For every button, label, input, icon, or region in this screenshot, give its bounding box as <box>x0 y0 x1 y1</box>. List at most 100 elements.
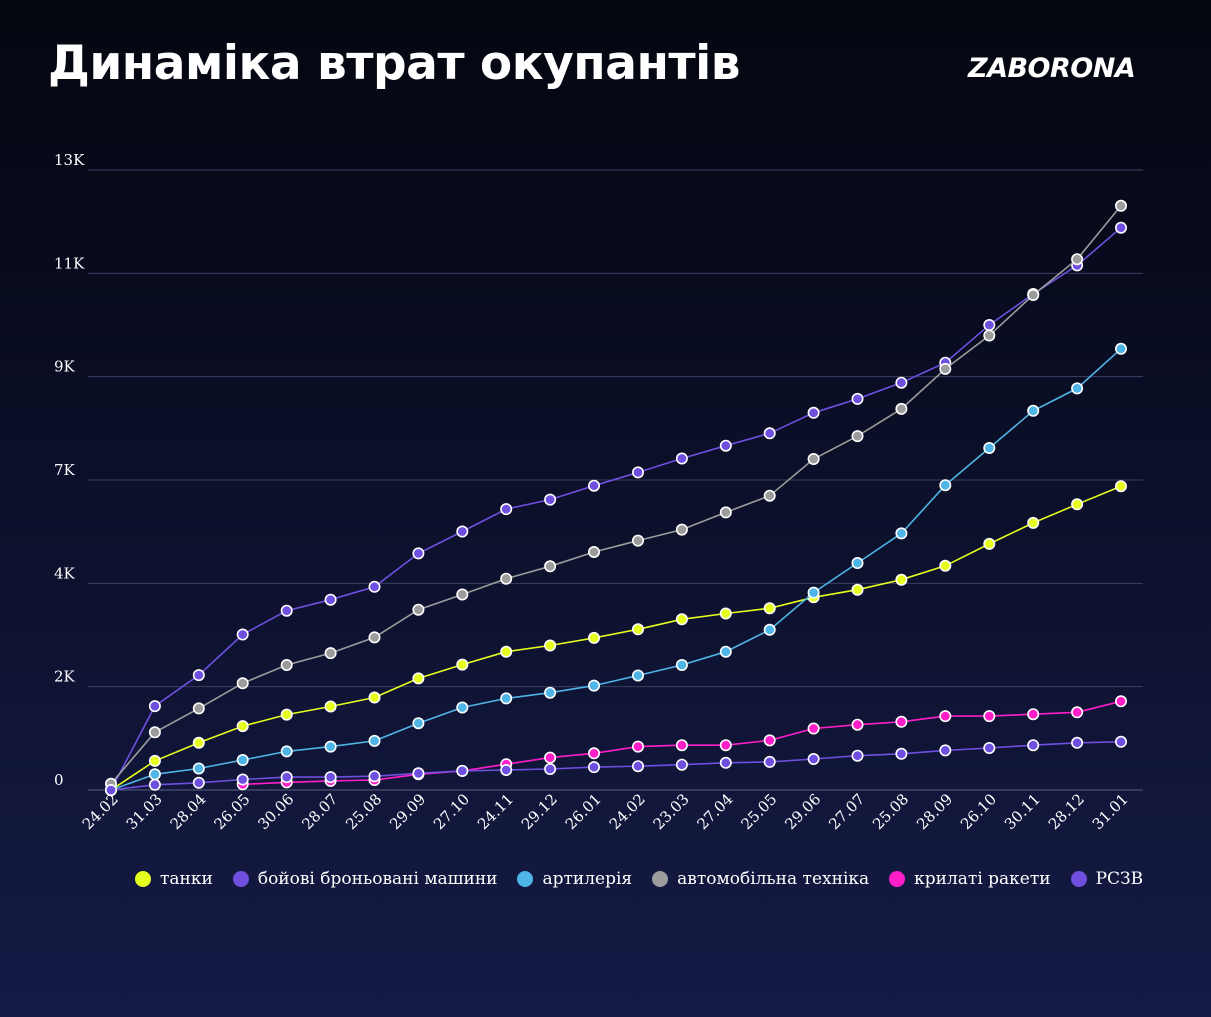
data-point <box>763 734 776 747</box>
legend-item: танки <box>135 869 213 889</box>
data-point <box>368 770 381 783</box>
data-point <box>939 559 952 572</box>
data-point <box>1115 221 1128 234</box>
data-point <box>105 783 118 796</box>
x-tick-label: 25.08 <box>342 790 385 833</box>
data-point <box>280 604 293 617</box>
data-point <box>763 427 776 440</box>
x-tick-label: 25.05 <box>737 790 780 833</box>
data-point <box>895 376 908 389</box>
data-point <box>983 741 996 754</box>
data-point <box>1115 695 1128 708</box>
data-point <box>983 318 996 331</box>
x-tick-label: 28.09 <box>913 790 956 833</box>
data-point <box>368 734 381 747</box>
legend-item: артилерія <box>517 869 632 889</box>
data-point <box>939 710 952 723</box>
data-point <box>719 645 732 658</box>
data-point <box>456 764 469 777</box>
data-point <box>895 747 908 760</box>
legend-marker <box>517 871 534 887</box>
y-tick-label: 11K <box>54 254 85 272</box>
data-point <box>719 756 732 769</box>
legend-label: артилерія <box>542 869 633 889</box>
legend-marker <box>232 871 249 887</box>
series-автомобільна техніка <box>105 199 1128 790</box>
data-point <box>324 593 337 606</box>
data-point <box>939 744 952 757</box>
data-point <box>148 778 161 791</box>
data-point <box>500 572 513 585</box>
data-point <box>324 700 337 713</box>
series-артилерія <box>105 342 1128 796</box>
legend-item: автомобільна техніка <box>652 869 869 889</box>
data-point <box>587 479 600 492</box>
data-point <box>631 760 644 773</box>
data-point <box>1071 382 1084 395</box>
data-point <box>675 613 688 626</box>
data-point <box>807 722 820 735</box>
data-point <box>280 658 293 671</box>
data-point <box>456 525 469 538</box>
legend-label: танки <box>160 869 213 889</box>
data-point <box>500 503 513 516</box>
x-tick-label: 29.12 <box>518 790 561 833</box>
data-point <box>983 329 996 342</box>
x-tick-label: 24.11 <box>474 790 517 833</box>
data-point <box>192 702 205 715</box>
data-point <box>192 776 205 789</box>
data-point <box>412 672 425 685</box>
series-line <box>110 227 1122 791</box>
data-point <box>587 545 600 558</box>
data-point <box>719 439 732 452</box>
data-point <box>412 717 425 730</box>
x-tick-label: 29.09 <box>386 790 429 833</box>
data-point <box>851 392 864 405</box>
x-tick-label: 27.07 <box>825 790 868 833</box>
data-point <box>1027 404 1040 417</box>
legend-marker <box>135 871 151 887</box>
data-point <box>763 489 776 502</box>
series-бойові броньовані машини <box>105 221 1128 796</box>
data-point <box>456 658 469 671</box>
data-point <box>983 441 996 454</box>
data-point <box>1027 739 1040 752</box>
data-point <box>631 534 644 547</box>
data-point <box>1071 498 1084 511</box>
x-tick-label: 28.12 <box>1045 790 1088 833</box>
x-tick-label: 29.06 <box>781 790 824 833</box>
data-point <box>192 736 205 749</box>
legend-marker <box>889 871 906 887</box>
data-point <box>148 768 161 781</box>
x-tick-label: 26.05 <box>210 790 253 833</box>
data-point <box>1115 199 1128 212</box>
data-point <box>368 580 381 593</box>
data-point <box>544 560 557 573</box>
data-point <box>807 586 820 599</box>
data-point <box>807 406 820 419</box>
chart-legend: танки бойові броньовані машини артилерія ав… <box>135 869 1143 889</box>
data-point <box>280 771 293 784</box>
data-point <box>236 677 249 690</box>
data-point <box>280 708 293 721</box>
data-point <box>500 645 513 658</box>
legend-label: крилаті ракети <box>914 869 1051 889</box>
x-tick-label: 26.10 <box>957 790 1000 833</box>
x-tick-label: 24.02 <box>79 790 122 833</box>
data-point <box>192 762 205 775</box>
x-tick-label: 31.01 <box>1089 790 1132 833</box>
data-point <box>631 669 644 682</box>
data-point <box>1115 342 1128 355</box>
data-point <box>807 752 820 765</box>
data-point <box>719 739 732 752</box>
data-point <box>719 607 732 620</box>
data-point <box>1027 708 1040 721</box>
data-point <box>1071 706 1084 719</box>
data-point <box>939 479 952 492</box>
data-point <box>1027 516 1040 529</box>
data-point <box>500 692 513 705</box>
data-point <box>587 631 600 644</box>
data-point <box>807 452 820 465</box>
y-tick-label: 0 <box>54 771 64 789</box>
data-point <box>236 720 249 733</box>
